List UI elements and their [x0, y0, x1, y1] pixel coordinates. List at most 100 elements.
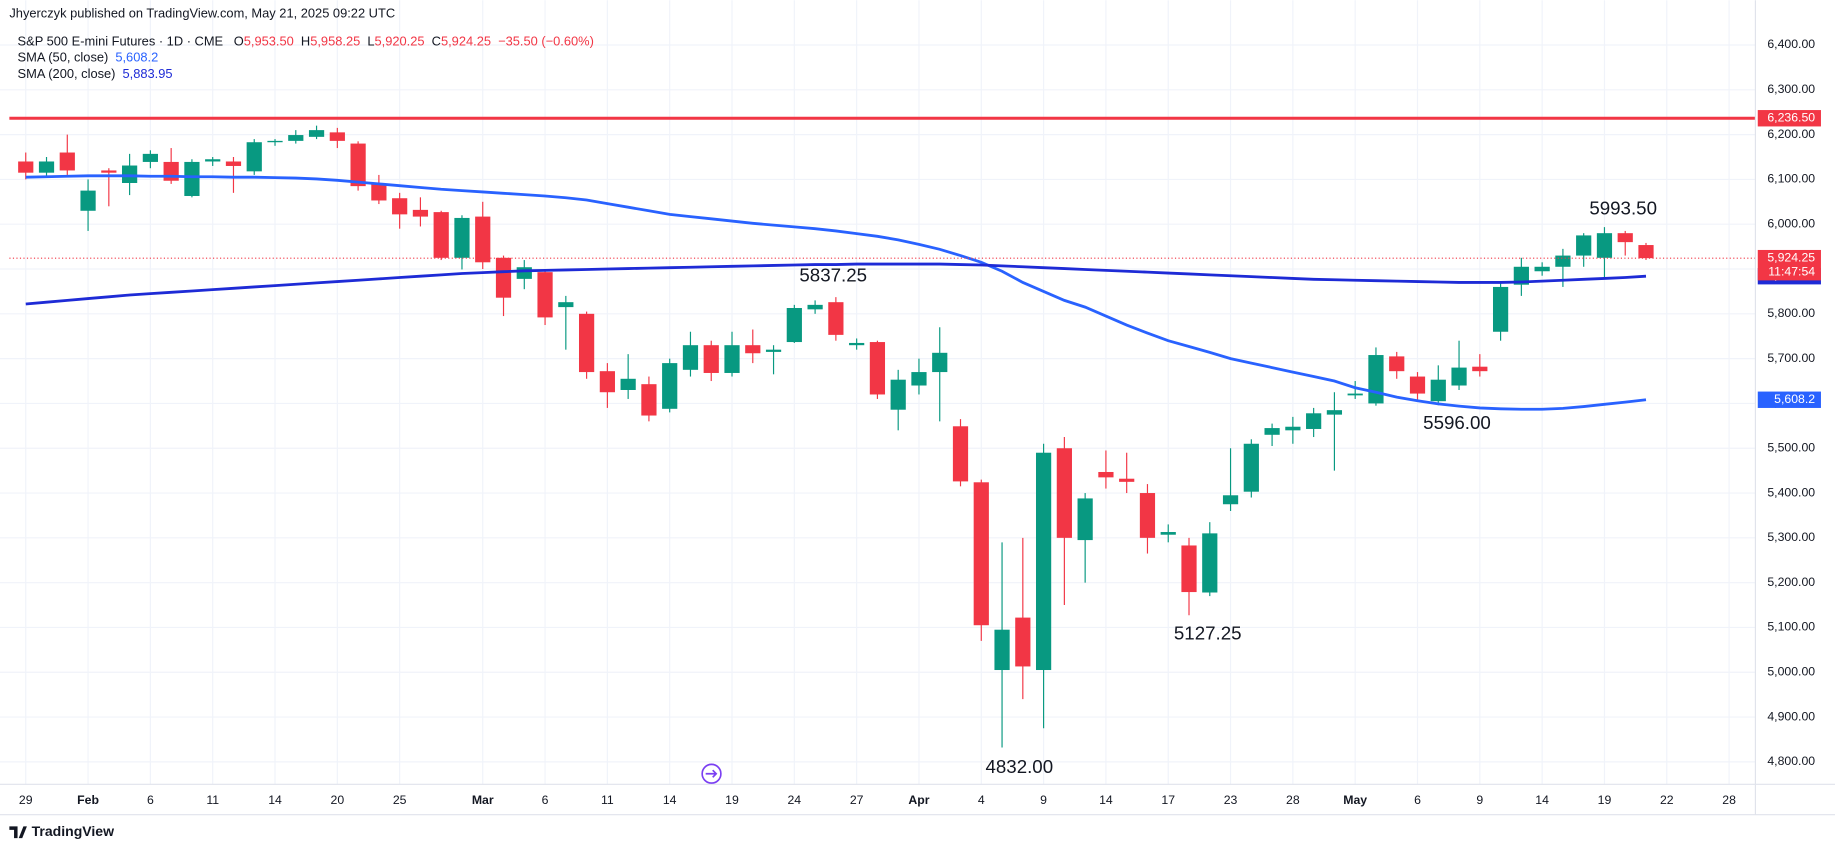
legend-name: SMA (50, close) — [18, 50, 109, 65]
x-tick-label: 27 — [850, 793, 864, 807]
candle-body — [1409, 376, 1426, 394]
candle-body — [1555, 255, 1571, 267]
candle-body — [267, 140, 283, 143]
x-tick-label: 9 — [1476, 793, 1483, 807]
ohlc-key: O — [234, 34, 244, 49]
candle-body — [101, 170, 117, 173]
x-tick-label: 19 — [1598, 793, 1612, 807]
candle-body — [599, 371, 615, 393]
ohlc-value: 5,958.25 — [310, 34, 360, 49]
candle-body — [142, 153, 158, 162]
candle-body — [849, 342, 865, 346]
ohlc-value: 5,953.50 — [244, 34, 294, 49]
legend-value: 5,608.2 — [115, 50, 158, 65]
x-tick-label: 20 — [331, 793, 345, 807]
candle-body — [765, 349, 782, 352]
candle-body — [1264, 428, 1280, 435]
candle-body — [225, 161, 242, 166]
candle-body — [246, 142, 262, 172]
candle-body — [703, 345, 719, 373]
x-tick-label: 11 — [601, 793, 614, 807]
candle-body — [1243, 443, 1259, 492]
footer-logo — [9, 826, 27, 839]
candle-body — [869, 342, 886, 395]
sma-legend: SMA (200, close) 5,883.95 — [18, 66, 173, 81]
candle-body — [1617, 233, 1633, 243]
x-tick-label: 29 — [19, 793, 33, 807]
y-tick-label: 6,100.00 — [1767, 172, 1815, 186]
candle-body — [1534, 266, 1550, 272]
candle-body — [454, 217, 470, 258]
ohlc-value: 5,920.25 — [375, 34, 425, 49]
candle-body — [475, 216, 491, 263]
y-tick-label: 6,000.00 — [1767, 216, 1815, 230]
candle-body — [641, 384, 657, 416]
y-tick-label: 6,200.00 — [1767, 127, 1815, 141]
ohlc-value: 5,924.25 — [441, 34, 491, 49]
legend-value: 5,883.95 — [122, 66, 172, 81]
x-tick-label: 4 — [978, 793, 985, 807]
candle-body — [350, 143, 366, 187]
candle-body — [1306, 413, 1322, 429]
annotation: 4832.00 — [985, 756, 1053, 777]
y-tick-label: 5,800.00 — [1767, 306, 1815, 320]
candle-body — [1596, 233, 1613, 258]
candle-body — [662, 363, 678, 409]
candle-body — [1492, 286, 1509, 332]
y-tick-label: 5,300.00 — [1767, 530, 1815, 544]
candle-body — [973, 482, 989, 626]
candle-body — [1098, 471, 1114, 478]
candle-body — [329, 132, 345, 141]
x-tick-label: 6 — [542, 793, 549, 807]
candle-body — [516, 267, 532, 279]
last-price-label: 5,924.25 — [1767, 250, 1815, 264]
candle-body — [205, 159, 221, 162]
candle-body — [786, 307, 802, 343]
published: Jhyerczyk published on TradingView.com, … — [9, 6, 395, 21]
candle-body — [1077, 498, 1093, 541]
x-tick-label: 14 — [1099, 793, 1113, 807]
candle-body — [1222, 495, 1239, 505]
candle-body — [433, 212, 449, 258]
x-tick-label: 19 — [725, 793, 739, 807]
candle-body — [1368, 355, 1384, 404]
candle-body — [1160, 532, 1176, 535]
y-tick-label: 6,300.00 — [1767, 82, 1815, 96]
candle-body — [371, 183, 387, 201]
candle-body — [620, 378, 636, 390]
candle-body — [890, 379, 906, 410]
candle-body — [308, 130, 325, 137]
candle-body — [724, 345, 740, 373]
sma-line — [25, 174, 1647, 411]
candle-body — [682, 345, 699, 370]
candle-body — [1347, 393, 1363, 396]
y-tick-label: 5,400.00 — [1767, 485, 1815, 499]
candle-body — [1015, 617, 1031, 667]
x-tick-label: Mar — [472, 793, 494, 807]
annotation: 5837.25 — [799, 264, 867, 285]
candle-body — [1638, 245, 1654, 259]
candle-body — [1430, 379, 1446, 402]
ohlc-key: L — [367, 34, 374, 49]
x-tick-label: 22 — [1660, 793, 1674, 807]
candle-body — [932, 352, 948, 373]
candle-body — [288, 135, 304, 141]
change: −35.50 (−0.60%) — [498, 34, 594, 49]
annotation: 5993.50 — [1589, 198, 1657, 219]
candle-body — [184, 161, 200, 196]
candle-body — [911, 372, 927, 386]
countdown: 11:47:54 — [1768, 264, 1815, 278]
annotation: 5596.00 — [1423, 412, 1491, 433]
footer-brand: TradingView — [32, 823, 114, 839]
candle-body — [80, 190, 96, 211]
candle-body — [558, 302, 574, 308]
x-tick-label: 9 — [1040, 793, 1047, 807]
x-tick-label: Feb — [77, 793, 99, 807]
candle-body — [38, 161, 55, 173]
ohlc-key: H — [301, 34, 310, 49]
replay-icon[interactable] — [701, 763, 722, 784]
symbol-legend: S&P 500 E-mini Futures · 1D · CME O5,953… — [18, 34, 594, 49]
annotation: 5127.25 — [1174, 622, 1242, 643]
